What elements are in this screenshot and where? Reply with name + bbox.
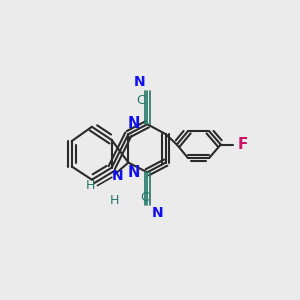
Text: C: C (136, 94, 145, 107)
Text: N: N (134, 75, 145, 89)
Text: N: N (112, 169, 124, 183)
Text: N: N (127, 165, 140, 180)
Text: C: C (141, 191, 149, 204)
Text: N: N (152, 206, 163, 220)
Text: N: N (127, 116, 140, 131)
Text: H: H (85, 179, 95, 192)
Text: F: F (238, 137, 248, 152)
Text: H: H (109, 194, 119, 206)
